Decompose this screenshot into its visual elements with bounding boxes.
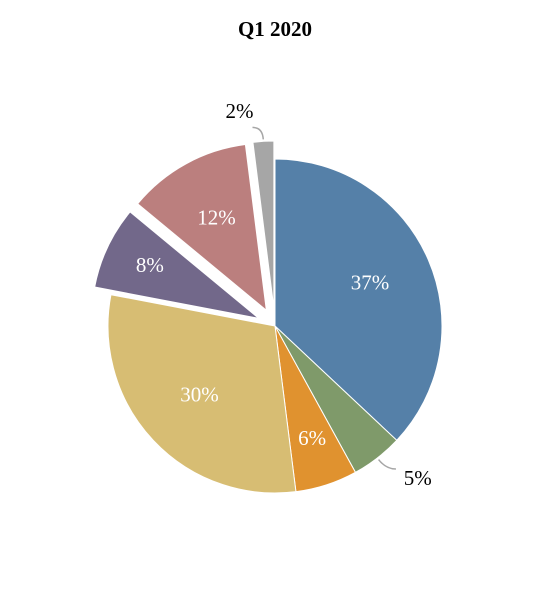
data-label: 6%	[298, 426, 326, 450]
data-label: 30%	[180, 383, 219, 407]
data-label: 5%	[404, 466, 432, 490]
data-label: 2%	[226, 99, 254, 123]
chart-title: Q1 2020	[238, 17, 312, 41]
pie-slice	[136, 143, 267, 312]
pie-slice	[274, 158, 443, 442]
data-label: 12%	[197, 205, 236, 229]
data-label: 37%	[351, 271, 390, 295]
pie-slice	[252, 140, 275, 309]
data-label: 8%	[136, 253, 164, 277]
leader-line	[377, 459, 396, 470]
pie-slice	[107, 294, 297, 494]
pie-slice	[94, 211, 260, 319]
leader-line	[252, 126, 265, 140]
